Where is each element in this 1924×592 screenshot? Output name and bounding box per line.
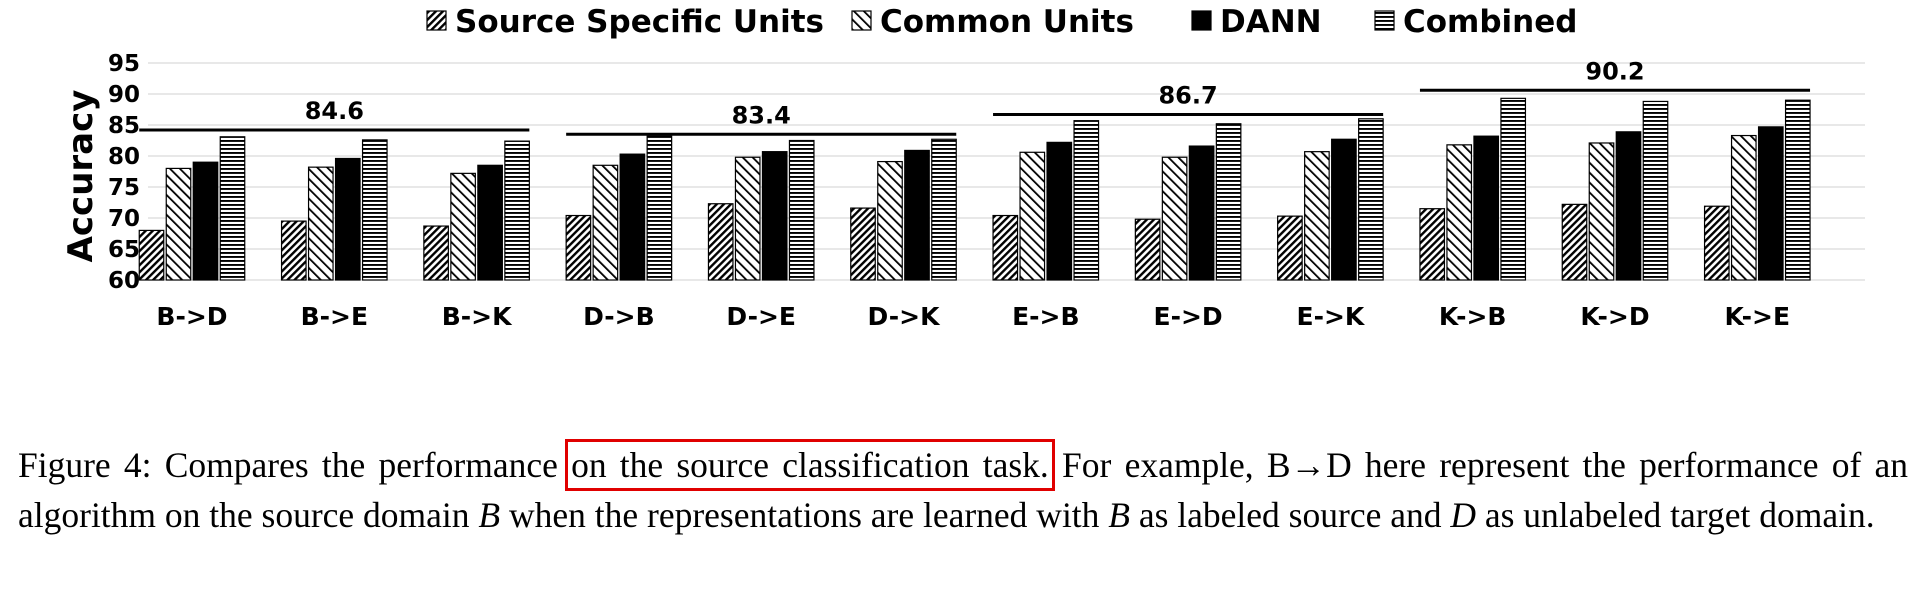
bar-solid-black	[619, 153, 646, 281]
x-category-label: E->B	[1012, 302, 1079, 331]
y-tick-label: 75	[108, 175, 140, 201]
group-label: 86.7	[1158, 81, 1217, 109]
x-axis-categories: B->D B->E B->K D->B D->E D->K E->B E->D E->K K->B…	[156, 302, 1790, 331]
bar-horizontal	[1358, 118, 1384, 281]
bar-diagonal-sparse	[1446, 144, 1473, 281]
bar-horizontal	[646, 135, 673, 281]
bar-horizontal	[1784, 99, 1811, 281]
y-tick-label: 70	[108, 206, 140, 232]
figure-caption: Figure 4: Compares the performance on th…	[18, 439, 1909, 540]
bar-diagonal-dense	[1419, 208, 1446, 281]
caption-text-1: For example, B→D here represent the perf…	[18, 445, 1909, 535]
y-tick-label: 60	[108, 268, 140, 294]
bar-diagonal-sparse	[592, 164, 619, 281]
bar-diagonal-dense	[138, 229, 165, 281]
legend-swatch	[851, 10, 872, 31]
bar-solid-black	[904, 149, 930, 281]
bar-solid-black	[1188, 145, 1215, 281]
bar-diagonal-sparse	[450, 172, 476, 281]
caption-text-4: as unlabeled target domain.	[1475, 495, 1875, 535]
bar-diagonal-sparse	[165, 167, 192, 281]
caption-var-b: B	[478, 495, 501, 535]
caption-text-2: when the representations are learned wit…	[500, 495, 1109, 535]
x-category-label: B->D	[156, 302, 227, 331]
bar-horizontal	[931, 138, 957, 281]
bar-solid-black	[477, 164, 503, 281]
legend-swatch	[1191, 10, 1212, 31]
y-axis-ticks: 60 65 70 75 80 85 90 95	[108, 51, 140, 294]
x-category-label: B->K	[442, 302, 513, 331]
legend: Source Specific Units Common Units DANN Com…	[426, 4, 1577, 40]
legend-label: Common Units	[880, 4, 1134, 40]
bar-solid-black	[1473, 135, 1500, 281]
bar-horizontal	[1073, 120, 1100, 281]
bar-diagonal-dense	[1277, 215, 1303, 281]
y-tick-label: 85	[108, 113, 140, 139]
bar-diagonal-dense	[850, 207, 876, 281]
y-tick-label: 95	[108, 51, 140, 77]
legend-swatch	[1374, 10, 1395, 31]
x-category-label: K->E	[1724, 302, 1790, 331]
bar-horizontal	[1215, 123, 1242, 281]
bar-diagonal-dense	[992, 214, 1019, 281]
bar-diagonal-dense	[280, 220, 307, 281]
x-category-label: D->K	[868, 302, 942, 331]
bar-diagonal-dense	[423, 225, 449, 281]
y-tick-label: 65	[108, 237, 140, 263]
bars	[138, 97, 1811, 281]
bar-diagonal-dense	[707, 203, 734, 281]
bar-diagonal-sparse	[734, 156, 761, 281]
y-axis-label: Accuracy	[61, 90, 101, 263]
bar-diagonal-sparse	[1304, 151, 1330, 281]
bar-diagonal-sparse	[877, 160, 903, 281]
x-category-label: B->E	[301, 302, 368, 331]
caption-var-d: D	[1450, 495, 1476, 535]
bar-solid-black	[761, 151, 788, 281]
caption-text-3: as labeled source and	[1129, 495, 1451, 535]
caption-prefix: Figure 4: Compares the performance	[18, 445, 558, 485]
legend-swatch	[426, 10, 447, 31]
legend-label: Combined	[1403, 4, 1577, 40]
bar-solid-black	[1757, 126, 1784, 281]
bar-diagonal-sparse	[1161, 156, 1188, 281]
bar-horizontal	[361, 139, 388, 281]
caption-var-b2: B	[1108, 495, 1130, 535]
bar-horizontal	[788, 139, 815, 281]
x-category-label: D->E	[726, 302, 796, 331]
bar-solid-black	[1615, 131, 1642, 281]
bar-solid-black	[1046, 141, 1073, 281]
bar-horizontal	[219, 136, 246, 281]
bar-diagonal-sparse	[1019, 151, 1046, 281]
bar-solid-black	[1331, 138, 1357, 281]
bar-diagonal-dense	[565, 214, 592, 281]
group-annotations: 84.6 83.4 86.7 90.2	[139, 57, 1811, 136]
bar-chart: Source Specific Units Common Units DANN Com…	[61, 4, 1865, 331]
bar-horizontal	[1500, 97, 1527, 281]
x-category-label: E->D	[1154, 302, 1223, 331]
legend-label: DANN	[1220, 4, 1322, 40]
bar-horizontal	[1642, 100, 1669, 281]
x-category-label: D->B	[583, 302, 655, 331]
bar-diagonal-dense	[1703, 205, 1730, 281]
group-label: 83.4	[732, 101, 791, 129]
y-tick-label: 80	[108, 144, 140, 170]
x-category-label: K->D	[1580, 302, 1649, 331]
bar-diagonal-sparse	[1730, 134, 1757, 281]
legend-label: Source Specific Units	[455, 4, 824, 40]
bar-solid-black	[334, 157, 361, 281]
group-label: 84.6	[305, 97, 364, 125]
bar-diagonal-sparse	[307, 166, 334, 281]
caption-highlight: on the source classification task.	[565, 439, 1055, 491]
bar-diagonal-dense	[1561, 203, 1588, 281]
bar-diagonal-dense	[1134, 218, 1161, 281]
y-tick-label: 90	[108, 82, 140, 108]
x-category-label: E->K	[1297, 302, 1366, 331]
x-category-label: K->B	[1439, 302, 1507, 331]
group-label: 90.2	[1585, 57, 1644, 85]
bar-horizontal	[504, 140, 530, 281]
bar-solid-black	[192, 161, 219, 281]
bar-diagonal-sparse	[1588, 142, 1615, 281]
